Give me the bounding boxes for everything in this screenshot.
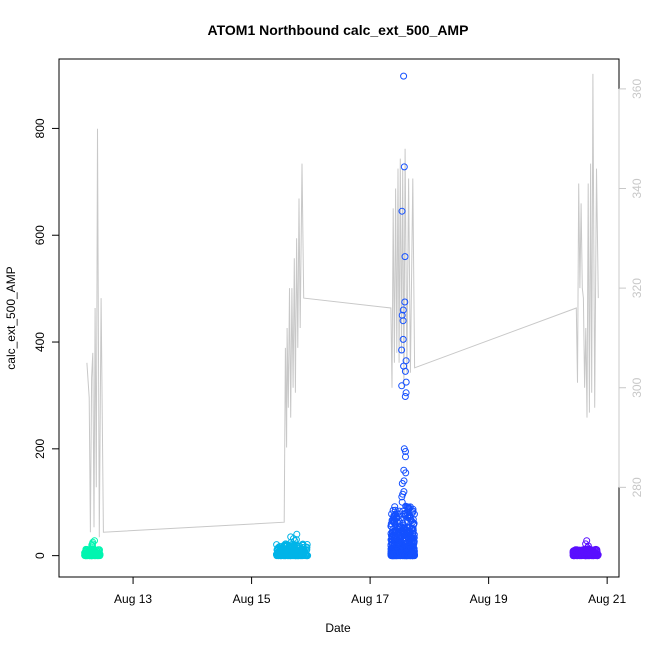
scatter-point <box>402 469 410 477</box>
scatter-point <box>408 537 416 545</box>
x-tick-label: Aug 13 <box>114 592 152 606</box>
scatter-point <box>402 453 409 461</box>
scatter-point <box>396 537 404 544</box>
scatter-point <box>401 393 409 400</box>
scatter-point <box>396 541 404 548</box>
scatter-series <box>81 72 602 560</box>
scatter-point <box>388 539 396 547</box>
plot-frame <box>58 58 620 578</box>
scatter-point <box>405 505 413 513</box>
scatter-point <box>405 545 413 553</box>
scatter-point <box>293 530 301 538</box>
scatter-point <box>287 538 295 546</box>
scatter-point <box>391 503 399 511</box>
scatter-point <box>283 552 291 560</box>
scatter-point <box>276 543 284 550</box>
y-tick-label: 200 <box>33 439 47 459</box>
scatter-point <box>401 367 409 375</box>
y2-tick-label: 360 <box>630 79 644 99</box>
scatter-point <box>399 519 407 527</box>
scatter-point <box>401 509 409 517</box>
scatter-point <box>401 298 409 306</box>
y-axis: 0 200 400 600 800 <box>33 118 60 559</box>
y2-tick-label: 280 <box>630 477 644 497</box>
scatter-point <box>298 546 306 554</box>
scatter-point <box>409 505 417 513</box>
scatter-point <box>400 163 408 171</box>
scatter-point <box>396 525 404 533</box>
scatter-point <box>402 389 410 397</box>
scatter-point <box>88 552 95 560</box>
scatter-point <box>406 539 414 547</box>
scatter-point <box>296 550 304 558</box>
y-tick-label: 600 <box>33 225 47 245</box>
scatter-point <box>589 547 597 555</box>
y2-tick-label: 300 <box>630 377 644 397</box>
scatter-point <box>401 552 409 560</box>
y-tick-label: 800 <box>33 118 47 138</box>
scatter-point <box>398 493 406 501</box>
scatter-point <box>89 544 97 552</box>
scatter-point <box>294 552 302 560</box>
scatter-point <box>398 207 406 215</box>
scatter-point <box>406 513 414 521</box>
scatter-point <box>398 382 406 390</box>
line-path <box>86 73 599 538</box>
y2-tick-label: 340 <box>630 178 644 198</box>
y2-axis: 280 300 320 340 360 <box>618 79 644 497</box>
scatter-point <box>404 531 412 539</box>
scatter-point <box>402 448 409 455</box>
y-tick-label: 0 <box>33 552 47 559</box>
line-series <box>86 73 599 538</box>
scatter-point <box>387 541 395 549</box>
y-axis-label: calc_ext_500_AMP <box>4 266 18 369</box>
scatter-point <box>394 518 401 526</box>
chart-title: ATOM1 Northbound calc_ext_500_AMP <box>208 22 469 38</box>
scatter-point <box>409 551 417 559</box>
scatter-point <box>398 346 406 354</box>
scatter-point <box>571 551 579 559</box>
scatter-point <box>590 550 598 558</box>
scatter-point <box>399 306 407 314</box>
scatter-point <box>410 519 418 527</box>
y2-tick-label: 320 <box>630 278 644 298</box>
scatter-point <box>402 378 410 386</box>
x-axis-label: Date <box>325 621 351 635</box>
scatter-point <box>400 72 408 80</box>
x-tick-label: Aug 15 <box>233 592 271 606</box>
x-tick-label: Aug 21 <box>588 592 626 606</box>
scatter-point <box>292 536 300 544</box>
scatter-point <box>409 539 417 547</box>
scatter-point <box>280 550 288 558</box>
scatter-point <box>400 523 408 531</box>
scatter-point <box>395 545 403 553</box>
scatter-point <box>582 552 590 560</box>
scatter-point <box>291 537 299 545</box>
scatter-point <box>402 544 410 552</box>
x-axis: Aug 13 Aug 15 Aug 17 Aug 19 Aug 21 <box>114 576 626 606</box>
scatter-point <box>398 480 406 487</box>
scatter-point <box>573 552 581 560</box>
x-tick-label: Aug 17 <box>351 592 389 606</box>
scatter-point <box>399 507 407 515</box>
scatter-point <box>401 253 409 261</box>
scatter-point <box>409 527 417 535</box>
scatter-point <box>399 317 407 325</box>
scatter-point <box>584 544 591 552</box>
scatter-point <box>398 498 406 506</box>
x-tick-label: Aug 19 <box>470 592 508 606</box>
y-tick-label: 400 <box>33 332 47 352</box>
scatter-point <box>89 540 96 548</box>
scatter-point <box>399 335 407 343</box>
